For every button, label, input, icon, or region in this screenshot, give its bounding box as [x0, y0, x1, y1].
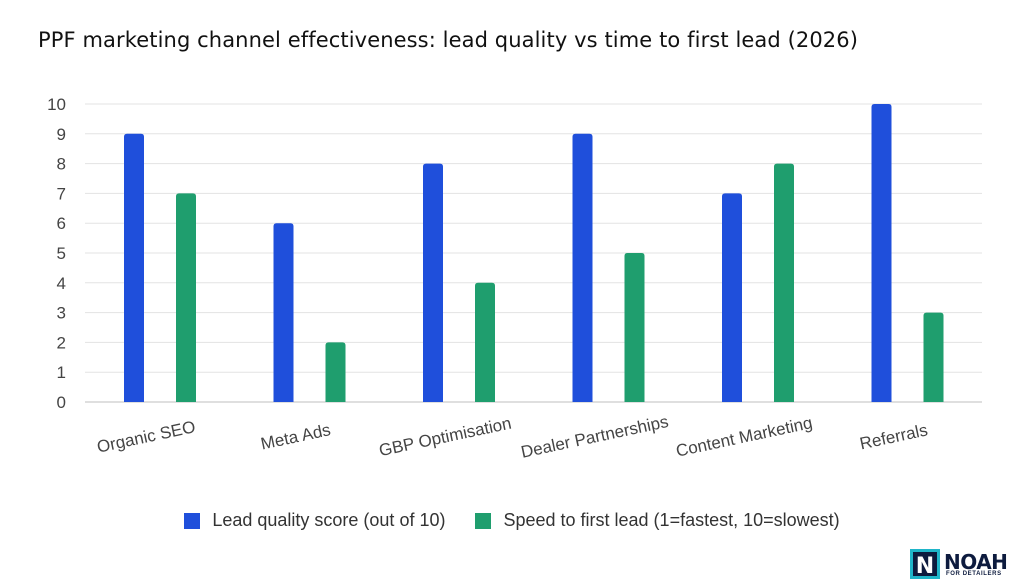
y-tick-label: 9	[57, 125, 66, 144]
y-tick-label: 0	[57, 393, 66, 412]
y-tick-label: 4	[57, 274, 66, 293]
y-tick-label: 10	[47, 95, 66, 114]
legend: Lead quality score (out of 10) Speed to …	[0, 510, 1024, 531]
bar-content-marketing-series-1	[774, 163, 794, 402]
noah-logo-subtitle: FOR DETAILERS	[946, 571, 1002, 577]
x-tick-label-content-marketing: Content Marketing	[674, 413, 814, 460]
x-tick-label-organic-seo: Organic SEO	[95, 417, 197, 456]
legend-label-speed: Speed to first lead (1=fastest, 10=slowe…	[503, 510, 840, 530]
bar-organic-seo-series-0	[124, 133, 144, 403]
y-tick-label: 7	[57, 184, 66, 203]
bar-gbp-optimisation-series-0	[423, 163, 443, 402]
bars	[124, 104, 944, 403]
legend-item-speed: Speed to first lead (1=fastest, 10=slowe…	[475, 510, 840, 531]
bar-meta-ads-series-0	[273, 223, 294, 402]
y-tick-label: 2	[57, 333, 66, 352]
x-tick-label-dealer-partnerships: Dealer Partnerships	[519, 412, 670, 462]
noah-logo-word: NOAH	[944, 550, 1008, 574]
noah-logo-icon: N	[910, 549, 940, 579]
y-tick-label: 3	[57, 304, 66, 323]
y-tick-label: 1	[57, 363, 66, 382]
bar-dealer-partnerships-series-1	[624, 253, 645, 402]
x-axis-ticks: Organic SEO Meta Ads GBP Optimisation Deale…	[95, 412, 929, 462]
svg-text:N: N	[916, 554, 934, 579]
x-tick-label-referrals: Referrals	[858, 420, 929, 453]
bar-referrals-series-0	[871, 104, 892, 402]
bar-content-marketing-series-0	[722, 193, 742, 402]
legend-label-lead-quality: Lead quality score (out of 10)	[212, 510, 446, 530]
legend-item-lead-quality: Lead quality score (out of 10)	[184, 510, 445, 531]
y-tick-label: 6	[57, 214, 66, 233]
grid-lines	[85, 103, 982, 403]
y-tick-label: 5	[57, 244, 66, 263]
bar-referrals-series-1	[923, 312, 944, 402]
legend-swatch-lead-quality	[184, 512, 201, 529]
x-tick-label-meta-ads: Meta Ads	[259, 420, 332, 453]
chart-title: PPF marketing channel effectiveness: lea…	[38, 28, 859, 52]
legend-swatch-speed	[475, 512, 492, 529]
bar-gbp-optimisation-series-1	[475, 282, 495, 402]
bar-meta-ads-series-1	[325, 342, 346, 402]
x-tick-label-gbp-optimisation: GBP Optimisation	[377, 414, 513, 461]
y-tick-label: 8	[57, 155, 66, 174]
y-axis-ticks: 0 1 2 3 4 5 6 7 8 9 10	[47, 95, 66, 412]
noah-logo: N NOAH FOR DETAILERS	[910, 549, 1020, 579]
bar-organic-seo-series-1	[176, 193, 196, 402]
bar-dealer-partnerships-series-0	[572, 133, 593, 403]
